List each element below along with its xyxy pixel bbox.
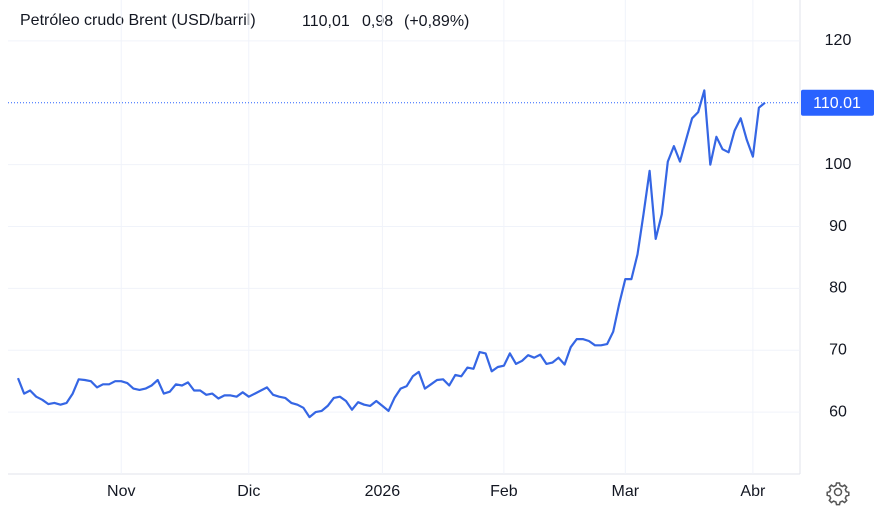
x-tick-label: Abr (740, 483, 766, 500)
y-tick-label: 60 (829, 403, 847, 420)
settings-icon[interactable] (826, 482, 850, 506)
y-tick-label: 120 (825, 32, 852, 49)
change-pct: (+0,89%) (404, 13, 469, 30)
price: 110,01 (302, 13, 350, 30)
chart-title: Petróleo crudo Brent (USD/barril) (20, 12, 256, 29)
last-price-label: 110.01 (813, 95, 861, 112)
x-tick-label: 2026 (365, 483, 401, 500)
last-price-box (801, 89, 874, 116)
y-tick-label: 70 (829, 341, 847, 358)
y-tick-label: 90 (829, 218, 847, 235)
x-tick-label: Nov (107, 483, 135, 500)
x-tick-label: Feb (490, 483, 518, 500)
x-tick-label: Dic (237, 483, 260, 500)
y-tick-label: 100 (825, 156, 852, 173)
change: 0,98 (362, 13, 393, 30)
y-tick-label: 80 (829, 280, 847, 297)
price-line (16, 89, 766, 419)
x-tick-label: Mar (612, 483, 640, 500)
